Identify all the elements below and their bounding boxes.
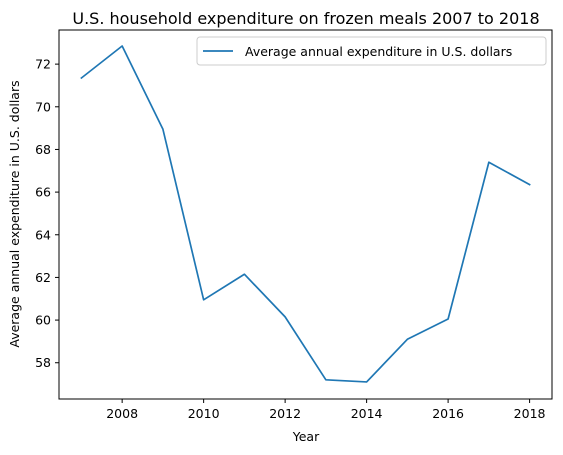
x-tick-label: 2018 [514,406,546,421]
y-tick-label: 62 [35,270,51,285]
series-line [80,45,531,383]
y-tick-label: 68 [35,142,51,157]
y-axis-ticks: 58 60 62 64 66 68 70 72 [35,57,59,370]
x-tick-label: 2012 [269,406,301,421]
y-tick-label: 58 [35,355,51,370]
x-axis-label: Year [292,429,320,444]
legend: Average annual expenditure in U.S. dolla… [196,36,547,66]
y-tick-label: 66 [35,185,51,200]
chart-title: U.S. household expenditure on frozen mea… [72,9,539,28]
legend-label: Average annual expenditure in U.S. dolla… [245,44,512,59]
x-tick-label: 2016 [432,406,464,421]
plot-frame [58,29,553,400]
plot-area [59,30,552,399]
x-tick-label: 2010 [188,406,220,421]
legend-box [196,36,547,66]
y-tick-label: 64 [35,227,51,242]
y-axis-label: Average annual expenditure in U.S. dolla… [7,80,22,347]
x-tick-label: 2008 [106,406,138,421]
y-tick-label: 72 [35,57,51,72]
x-tick-label: 2014 [351,406,383,421]
y-tick-label: 70 [35,99,51,114]
y-tick-label: 60 [35,313,51,328]
x-axis-ticks: 2008 2010 2012 2014 2016 2018 [106,399,546,421]
